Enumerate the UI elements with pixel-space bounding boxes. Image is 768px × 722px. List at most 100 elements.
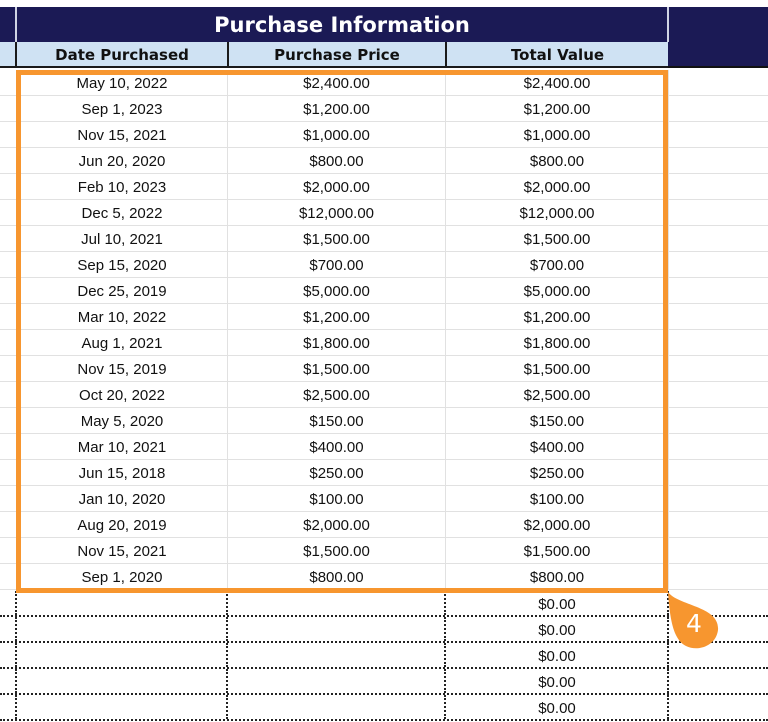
cell-empty[interactable]	[667, 617, 768, 641]
cell-price[interactable]: $5,000.00	[227, 278, 445, 303]
cell-total[interactable]: $2,000.00	[445, 174, 668, 199]
cell-price[interactable]: $2,500.00	[227, 382, 445, 407]
cell-total[interactable]: $250.00	[445, 460, 668, 485]
table-row: Jul 10, 2021 $1,500.00 $1,500.00	[0, 226, 768, 252]
cell-empty[interactable]	[15, 617, 227, 641]
cell-price[interactable]: $12,000.00	[227, 200, 445, 225]
table-row: Mar 10, 2021 $400.00 $400.00	[0, 434, 768, 460]
cell-price[interactable]: $1,000.00	[227, 122, 445, 147]
cell-empty[interactable]	[667, 695, 768, 719]
cell-empty[interactable]	[668, 304, 768, 329]
cell-empty[interactable]	[668, 356, 768, 381]
cell-total[interactable]: $800.00	[445, 564, 668, 589]
cell-price[interactable]: $100.00	[227, 486, 445, 511]
cell-total[interactable]: $1,500.00	[445, 538, 668, 563]
table-row: Sep 1, 2023 $1,200.00 $1,200.00	[0, 96, 768, 122]
empty-table-row: $0.00	[0, 643, 768, 669]
cell-empty[interactable]	[668, 252, 768, 277]
cell-empty[interactable]	[667, 591, 768, 615]
table-row: Aug 20, 2019 $2,000.00 $2,000.00	[0, 512, 768, 538]
cell-empty[interactable]	[15, 695, 227, 719]
cell-total[interactable]: $0.00	[444, 643, 668, 667]
column-header-date-purchased[interactable]: Date Purchased	[15, 42, 227, 66]
cell-total[interactable]: $1,500.00	[445, 356, 668, 381]
cell-total[interactable]: $2,500.00	[445, 382, 668, 407]
cell-price[interactable]: $2,400.00	[227, 70, 445, 95]
cell-total[interactable]: $400.00	[445, 434, 668, 459]
cell-empty[interactable]	[226, 695, 445, 719]
cell-empty[interactable]	[226, 617, 445, 641]
cell-empty[interactable]	[667, 669, 768, 693]
cell-price[interactable]: $2,000.00	[227, 512, 445, 537]
table-row: Aug 1, 2021 $1,800.00 $1,800.00	[0, 330, 768, 356]
cell-empty[interactable]	[668, 148, 768, 173]
empty-table-row: $0.00	[0, 695, 768, 721]
cell-total[interactable]: $0.00	[444, 617, 668, 641]
cell-total[interactable]: $12,000.00	[445, 200, 668, 225]
cell-price[interactable]: $1,800.00	[227, 330, 445, 355]
cell-price[interactable]: $1,200.00	[227, 304, 445, 329]
column-header-row: Date Purchased Purchase Price Total Valu…	[0, 42, 668, 68]
empty-table-row: $0.00	[0, 591, 768, 617]
cell-empty[interactable]	[226, 643, 445, 667]
cell-total[interactable]: $1,200.00	[445, 96, 668, 121]
cell-price[interactable]: $150.00	[227, 408, 445, 433]
cell-empty[interactable]	[15, 591, 227, 615]
cell-empty[interactable]	[668, 70, 768, 95]
table-row: Dec 25, 2019 $5,000.00 $5,000.00	[0, 278, 768, 304]
cell-price[interactable]: $2,000.00	[227, 174, 445, 199]
cell-total[interactable]: $0.00	[444, 669, 668, 693]
cell-total[interactable]: $100.00	[445, 486, 668, 511]
cell-total[interactable]: $5,000.00	[445, 278, 668, 303]
column-header-total-value[interactable]: Total Value	[445, 42, 668, 66]
cell-price[interactable]: $800.00	[227, 564, 445, 589]
cell-price[interactable]: $1,500.00	[227, 356, 445, 381]
cell-empty[interactable]	[668, 408, 768, 433]
cell-empty[interactable]	[668, 122, 768, 147]
cell-empty[interactable]	[668, 330, 768, 355]
cell-empty[interactable]	[668, 96, 768, 121]
cell-price[interactable]: $250.00	[227, 460, 445, 485]
column-header-purchase-price[interactable]: Purchase Price	[227, 42, 445, 66]
table-row: May 5, 2020 $150.00 $150.00	[0, 408, 768, 434]
cell-empty[interactable]	[668, 538, 768, 563]
cell-total[interactable]: $0.00	[444, 695, 668, 719]
cell-price[interactable]: $400.00	[227, 434, 445, 459]
cell-price[interactable]: $700.00	[227, 252, 445, 277]
cell-total[interactable]: $1,500.00	[445, 226, 668, 251]
cell-total[interactable]: $150.00	[445, 408, 668, 433]
cell-empty[interactable]	[668, 226, 768, 251]
cell-total[interactable]: $2,400.00	[445, 70, 668, 95]
table-row: Jan 10, 2020 $100.00 $100.00	[0, 486, 768, 512]
column-divider	[667, 7, 669, 42]
cell-empty[interactable]	[668, 512, 768, 537]
cell-empty[interactable]	[668, 434, 768, 459]
cell-total[interactable]: $1,200.00	[445, 304, 668, 329]
cell-empty[interactable]	[668, 174, 768, 199]
cell-total[interactable]: $700.00	[445, 252, 668, 277]
cell-empty[interactable]	[15, 643, 227, 667]
cell-price[interactable]: $1,500.00	[227, 226, 445, 251]
cell-empty[interactable]	[226, 591, 445, 615]
table-row: Jun 15, 2018 $250.00 $250.00	[0, 460, 768, 486]
cell-price[interactable]: $800.00	[227, 148, 445, 173]
cell-price[interactable]: $1,200.00	[227, 96, 445, 121]
step-badge-icon	[668, 592, 719, 649]
cell-empty[interactable]	[226, 669, 445, 693]
cell-price[interactable]: $1,500.00	[227, 538, 445, 563]
cell-total[interactable]: $1,800.00	[445, 330, 668, 355]
cell-empty[interactable]	[667, 643, 768, 667]
cell-empty[interactable]	[668, 564, 768, 589]
header-filler	[668, 42, 768, 68]
cell-empty[interactable]	[668, 278, 768, 303]
cell-total[interactable]: $1,000.00	[445, 122, 668, 147]
cell-total[interactable]: $2,000.00	[445, 512, 668, 537]
cell-total[interactable]: $0.00	[444, 591, 668, 615]
cell-total[interactable]: $800.00	[445, 148, 668, 173]
cell-empty[interactable]	[668, 200, 768, 225]
cell-empty[interactable]	[668, 460, 768, 485]
selection-highlight	[16, 70, 668, 593]
cell-empty[interactable]	[668, 486, 768, 511]
cell-empty[interactable]	[668, 382, 768, 407]
cell-empty[interactable]	[15, 669, 227, 693]
